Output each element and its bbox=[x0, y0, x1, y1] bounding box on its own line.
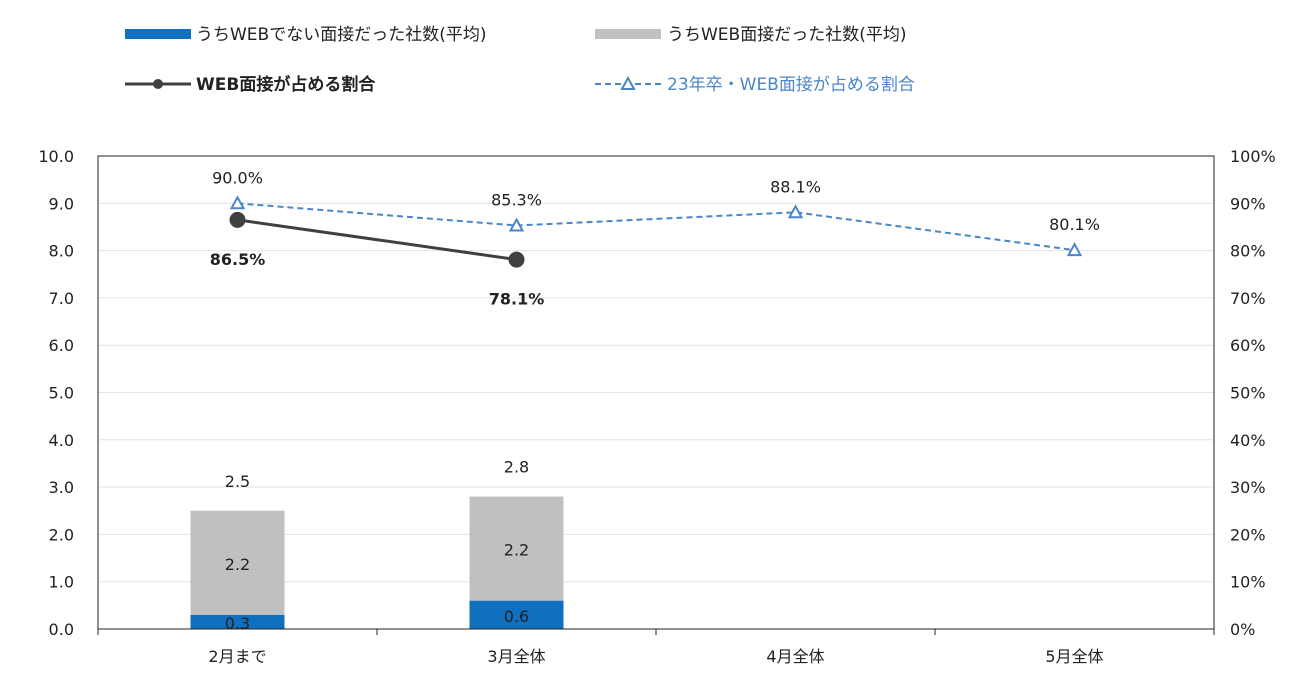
series-line bbox=[237, 202, 1075, 252]
bar-total-label: 2.5 bbox=[225, 472, 250, 491]
bar-segment bbox=[190, 510, 285, 615]
series-point-label: 86.5% bbox=[210, 250, 266, 269]
series-point-label: 78.1% bbox=[489, 290, 545, 309]
bar-segment-label: 0.3 bbox=[225, 614, 250, 633]
y-right-tick-label: 30% bbox=[1230, 478, 1266, 497]
y-left-tick-label: 0.0 bbox=[49, 620, 74, 639]
y-right-tick-label: 100% bbox=[1230, 147, 1276, 166]
bar-segment-label: 2.2 bbox=[504, 541, 529, 560]
series-line bbox=[237, 218, 517, 262]
bar-segment bbox=[469, 600, 564, 629]
y-right-tick-label: 60% bbox=[1230, 336, 1266, 355]
bar-segment-label: 2.2 bbox=[225, 555, 250, 574]
y-left-tick-label: 2.0 bbox=[49, 525, 74, 544]
y-left-tick-label: 7.0 bbox=[49, 289, 74, 308]
y-right-tick-label: 70% bbox=[1230, 289, 1266, 308]
y-right-tick-label: 10% bbox=[1230, 573, 1266, 592]
bar-segment-label: 0.6 bbox=[504, 607, 529, 626]
y-right-tick-label: 40% bbox=[1230, 431, 1266, 450]
legend-label-non-web: うちWEBでない面接だった社数(平均) bbox=[196, 25, 486, 45]
y-right-tick-label: 50% bbox=[1230, 384, 1266, 403]
data-labels: 0.3 2.2 2.5 0.6 2.2 2.8 86.5% 78.1% 90.0% 85.3% 88… bbox=[210, 168, 1100, 633]
y-left-tick-label: 5.0 bbox=[49, 384, 74, 403]
series-point bbox=[229, 211, 246, 228]
y-left-tick-label: 6.0 bbox=[49, 336, 74, 355]
series-point bbox=[508, 217, 525, 232]
legend: うちWEBでない面接だった社数(平均) うちWEB面接だった社数(平均) WEB… bbox=[125, 25, 915, 95]
x-tick-label: 3月全体 bbox=[487, 647, 545, 666]
series-point bbox=[508, 251, 525, 268]
bar-total-label: 2.8 bbox=[504, 458, 529, 477]
axes: 0.0 1.0 2.0 3.0 4.0 5.0 6.0 7.0 8.0 9.0 10.0 0% 10% 2… bbox=[38, 147, 1275, 666]
y-right-tick-label: 80% bbox=[1230, 242, 1266, 261]
series-point bbox=[787, 204, 804, 219]
y-left-tick-label: 10.0 bbox=[38, 147, 74, 166]
legend-label-web-ratio: WEB面接が占める割合 bbox=[196, 74, 376, 95]
y-left-tick-label: 1.0 bbox=[49, 573, 74, 592]
legend-marker-23-web-ratio bbox=[620, 75, 636, 90]
series-point-label: 88.1% bbox=[770, 177, 821, 196]
bar-segment bbox=[190, 614, 285, 629]
bars bbox=[190, 496, 564, 629]
series-point-label: 80.1% bbox=[1049, 215, 1100, 234]
y-left-tick-label: 8.0 bbox=[49, 242, 74, 261]
y-left-tick-label: 4.0 bbox=[49, 431, 74, 450]
series-point-label: 85.3% bbox=[491, 191, 542, 210]
bar-segment bbox=[469, 496, 564, 601]
y-right-tick-label: 20% bbox=[1230, 525, 1266, 544]
legend-swatch-non-web bbox=[125, 29, 191, 39]
series-point bbox=[229, 195, 246, 210]
y-right-tick-label: 0% bbox=[1230, 620, 1255, 639]
series-point-label: 90.0% bbox=[212, 168, 263, 187]
legend-label-23-web-ratio: 23年卒・WEB面接が占める割合 bbox=[667, 75, 915, 95]
legend-marker-web-ratio bbox=[153, 79, 163, 89]
series-point bbox=[1066, 242, 1083, 257]
lines bbox=[229, 195, 1083, 268]
y-left-tick-label: 3.0 bbox=[49, 478, 74, 497]
legend-label-web: うちWEB面接だった社数(平均) bbox=[667, 25, 906, 45]
x-tick-label: 2月まで bbox=[208, 647, 266, 666]
y-left-tick-label: 9.0 bbox=[49, 194, 74, 213]
y-right-tick-label: 90% bbox=[1230, 194, 1266, 213]
x-tick-label: 4月全体 bbox=[766, 647, 824, 666]
legend-swatch-web bbox=[595, 29, 661, 39]
x-tick-label: 5月全体 bbox=[1045, 647, 1103, 666]
